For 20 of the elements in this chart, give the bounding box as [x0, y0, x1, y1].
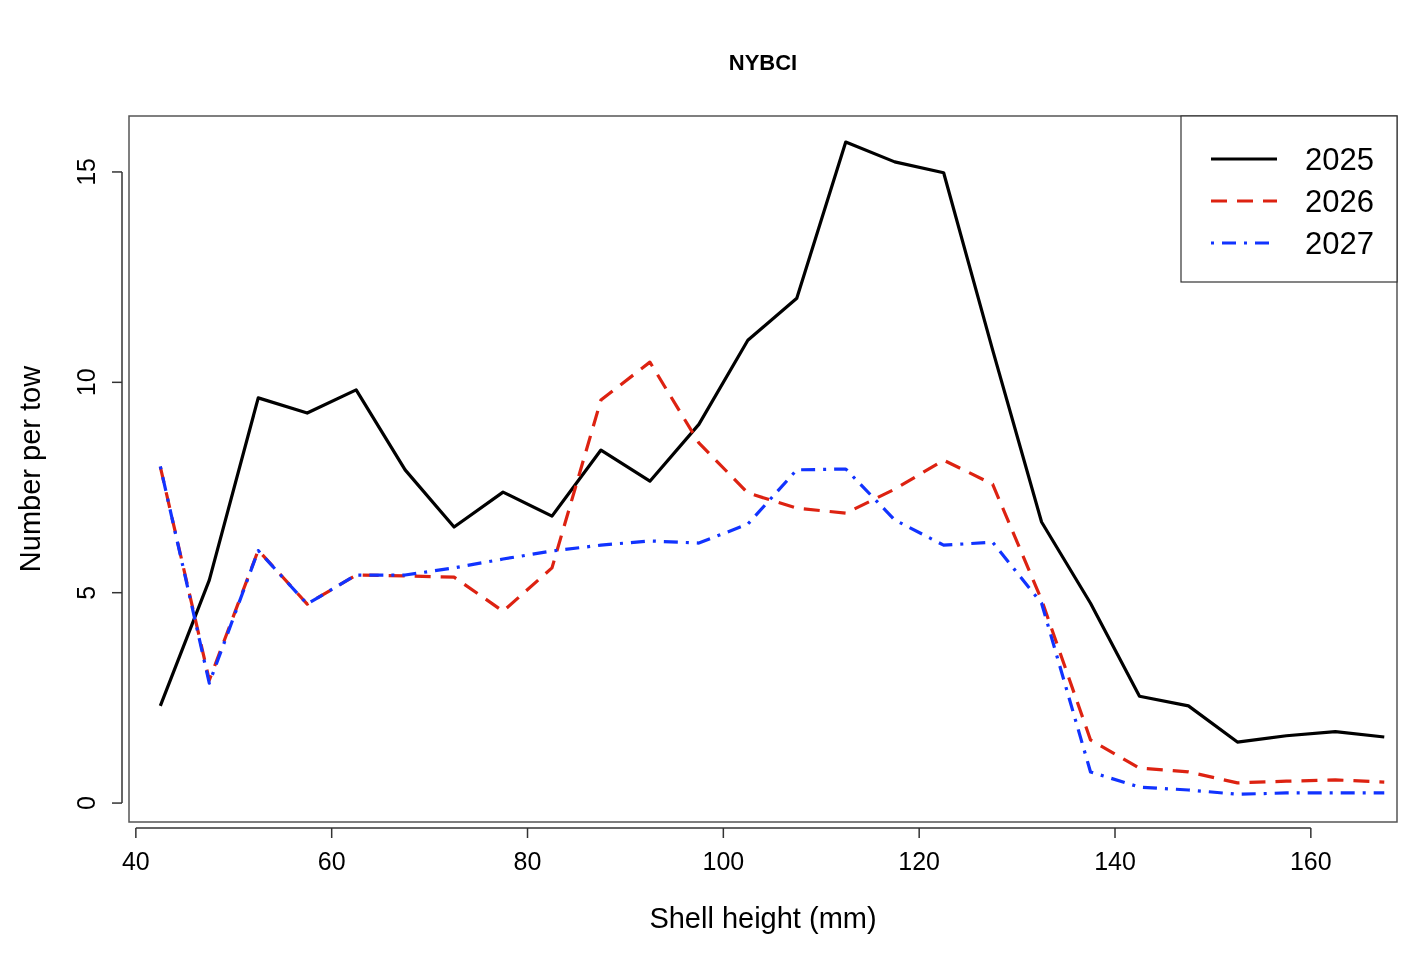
y-tick-label: 10: [72, 368, 100, 397]
y-tick-label: 5: [72, 585, 100, 600]
y-axis-title: Number per tow: [14, 364, 46, 573]
y-tick-label: 0: [72, 796, 100, 811]
legend-label: 2027: [1305, 226, 1374, 261]
x-tick-label: 100: [702, 847, 745, 875]
line-series: [158, 464, 1386, 796]
legend-label: 2026: [1305, 184, 1374, 219]
x-tick-label: 160: [1289, 847, 1332, 875]
x-tick-label: 80: [513, 847, 542, 875]
line-series: [158, 140, 1386, 744]
x-tick-label: 40: [121, 847, 150, 875]
x-tick-label: 140: [1094, 847, 1136, 875]
legend-label: 2025: [1305, 142, 1374, 177]
x-tick-label: 120: [898, 847, 941, 875]
line-series: [158, 360, 1386, 785]
chart-title: NYBCI: [728, 50, 798, 75]
y-tick-label: 15: [72, 158, 100, 186]
x-tick-label: 60: [317, 847, 346, 875]
x-axis-title: Shell height (mm): [649, 902, 877, 934]
